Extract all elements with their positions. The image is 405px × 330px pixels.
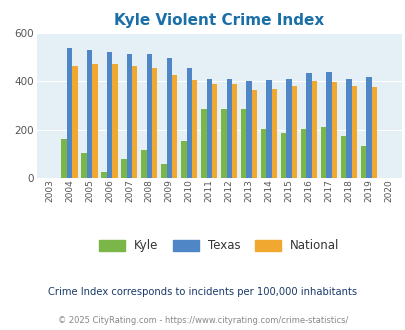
Bar (161, 164, 166, 178)
Bar (126, 53, 132, 178)
Bar (365, 77, 371, 178)
Bar (280, 133, 286, 178)
Bar (231, 84, 237, 178)
Bar (121, 159, 126, 178)
Bar (81, 153, 87, 178)
Bar (192, 80, 197, 178)
Bar (87, 50, 92, 178)
Bar (241, 109, 246, 178)
Bar (331, 82, 336, 178)
Bar (226, 79, 231, 178)
Bar (186, 68, 192, 178)
Bar (146, 53, 152, 178)
Bar (320, 127, 326, 178)
Bar (61, 140, 67, 178)
Bar (141, 150, 146, 178)
Bar (286, 79, 291, 178)
Bar (221, 109, 226, 178)
Bar (371, 87, 376, 178)
Bar (172, 75, 177, 178)
Bar (101, 172, 107, 178)
Bar (291, 85, 296, 178)
Bar (132, 66, 137, 178)
Bar (360, 146, 365, 178)
Bar (311, 82, 316, 178)
Bar (206, 79, 211, 178)
Bar (300, 129, 306, 178)
Bar (166, 58, 172, 178)
Bar (271, 89, 277, 178)
Bar (260, 129, 266, 178)
Bar (246, 82, 251, 178)
Bar (152, 68, 157, 178)
Bar (211, 84, 217, 178)
Bar (67, 48, 72, 178)
Bar (351, 86, 356, 178)
Text: Crime Index corresponds to incidents per 100,000 inhabitants: Crime Index corresponds to incidents per… (48, 287, 357, 297)
Bar (200, 109, 206, 178)
Bar (107, 52, 112, 178)
Legend: Kyle, Texas, National: Kyle, Texas, National (98, 239, 339, 252)
Bar (72, 66, 77, 178)
Bar (266, 80, 271, 178)
Bar (340, 136, 345, 178)
Bar (345, 79, 351, 178)
Bar (326, 72, 331, 178)
Title: Kyle Violent Crime Index: Kyle Violent Crime Index (114, 13, 324, 28)
Bar (251, 90, 257, 178)
Bar (112, 64, 117, 178)
Bar (306, 73, 311, 178)
Text: © 2025 CityRating.com - https://www.cityrating.com/crime-statistics/: © 2025 CityRating.com - https://www.city… (58, 315, 347, 325)
Bar (181, 141, 186, 178)
Bar (92, 64, 97, 178)
